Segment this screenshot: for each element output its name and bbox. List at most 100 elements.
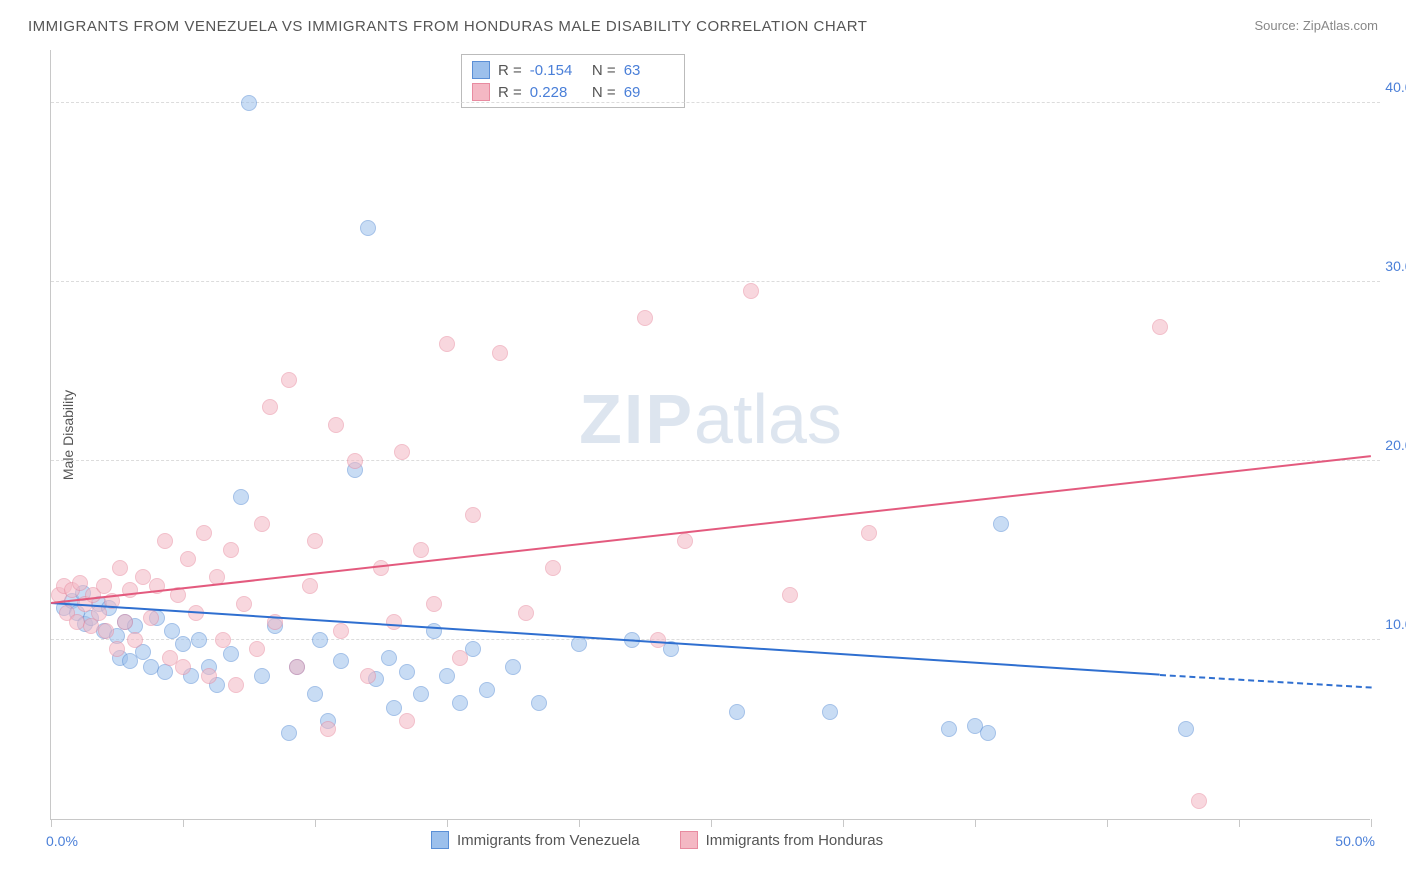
data-point	[180, 551, 196, 567]
scatter-plot: Male Disability ZIPatlas R =-0.154 N =63…	[50, 50, 1370, 820]
data-point	[233, 489, 249, 505]
data-point	[479, 682, 495, 698]
y-tick-label: 40.0%	[1385, 79, 1406, 95]
data-point	[637, 310, 653, 326]
x-axis-min-label: 0.0%	[46, 833, 78, 849]
trend-line	[51, 455, 1371, 604]
data-point	[289, 659, 305, 675]
data-point	[381, 650, 397, 666]
data-point	[109, 641, 125, 657]
data-point	[236, 596, 252, 612]
chart-title: IMMIGRANTS FROM VENEZUELA VS IMMIGRANTS …	[28, 18, 867, 35]
x-tick	[51, 819, 52, 827]
data-point	[249, 641, 265, 657]
data-point	[328, 417, 344, 433]
data-point	[531, 695, 547, 711]
y-axis-title: Male Disability	[60, 389, 76, 479]
x-axis-max-label: 50.0%	[1335, 833, 1375, 849]
legend-item-venezuela: Immigrants from Venezuela	[431, 831, 640, 849]
data-point	[98, 623, 114, 639]
data-point	[312, 632, 328, 648]
data-point	[743, 283, 759, 299]
data-point	[505, 659, 521, 675]
data-point	[426, 596, 442, 612]
x-tick	[1371, 819, 1372, 827]
x-tick	[711, 819, 712, 827]
data-point	[127, 632, 143, 648]
data-point	[241, 95, 257, 111]
gridline	[51, 460, 1380, 461]
x-tick	[1107, 819, 1108, 827]
stats-row-honduras: R =0.228 N =69	[472, 81, 674, 103]
gridline	[51, 639, 1380, 640]
data-point	[347, 453, 363, 469]
data-point	[302, 578, 318, 594]
stats-row-venezuela: R =-0.154 N =63	[472, 59, 674, 81]
data-point	[980, 725, 996, 741]
data-point	[191, 632, 207, 648]
data-point	[492, 345, 508, 361]
data-point	[465, 507, 481, 523]
swatch-venezuela	[472, 61, 490, 79]
watermark: ZIPatlas	[579, 379, 842, 459]
x-tick	[315, 819, 316, 827]
data-point	[386, 700, 402, 716]
legend-item-honduras: Immigrants from Honduras	[680, 831, 884, 849]
data-point	[993, 516, 1009, 532]
data-point	[677, 533, 693, 549]
data-point	[373, 560, 389, 576]
x-tick	[1239, 819, 1240, 827]
data-point	[518, 605, 534, 621]
data-point	[822, 704, 838, 720]
data-point	[117, 614, 133, 630]
data-point	[228, 677, 244, 693]
data-point	[157, 533, 173, 549]
data-point	[545, 560, 561, 576]
data-point	[333, 623, 349, 639]
data-point	[175, 659, 191, 675]
data-point	[215, 632, 231, 648]
data-point	[201, 668, 217, 684]
data-point	[1191, 793, 1207, 809]
data-point	[307, 533, 323, 549]
data-point	[452, 650, 468, 666]
data-point	[413, 686, 429, 702]
gridline	[51, 281, 1380, 282]
data-point	[399, 664, 415, 680]
data-point	[223, 646, 239, 662]
data-point	[307, 686, 323, 702]
bottom-legend: Immigrants from Venezuela Immigrants fro…	[431, 831, 883, 849]
y-tick-label: 20.0%	[1385, 437, 1406, 453]
data-point	[1152, 319, 1168, 335]
source-attribution: Source: ZipAtlas.com	[1254, 18, 1378, 33]
data-point	[413, 542, 429, 558]
x-tick	[183, 819, 184, 827]
correlation-stats-box: R =-0.154 N =63 R =0.228 N =69	[461, 54, 685, 108]
data-point	[254, 668, 270, 684]
data-point	[861, 525, 877, 541]
data-point	[196, 525, 212, 541]
data-point	[452, 695, 468, 711]
data-point	[439, 336, 455, 352]
data-point	[157, 664, 173, 680]
trend-line-extrapolated	[1160, 674, 1371, 689]
data-point	[175, 636, 191, 652]
y-tick-label: 10.0%	[1385, 616, 1406, 632]
data-point	[394, 444, 410, 460]
x-tick	[975, 819, 976, 827]
x-tick	[447, 819, 448, 827]
data-point	[112, 560, 128, 576]
data-point	[360, 668, 376, 684]
data-point	[941, 721, 957, 737]
data-point	[281, 725, 297, 741]
legend-swatch-venezuela	[431, 831, 449, 849]
data-point	[439, 668, 455, 684]
data-point	[143, 610, 159, 626]
swatch-honduras	[472, 83, 490, 101]
data-point	[333, 653, 349, 669]
x-tick	[579, 819, 580, 827]
data-point	[360, 220, 376, 236]
data-point	[254, 516, 270, 532]
data-point	[281, 372, 297, 388]
data-point	[782, 587, 798, 603]
